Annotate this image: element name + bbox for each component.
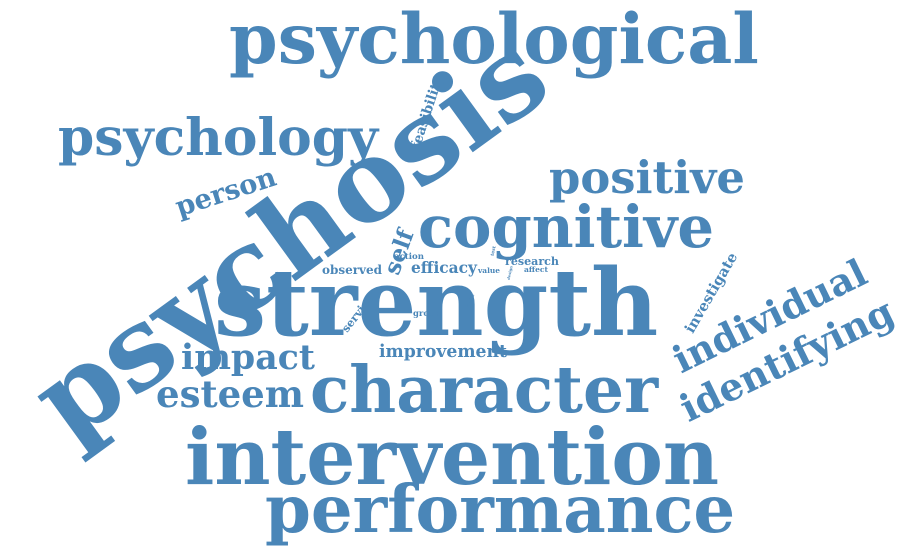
word-improvement: improvement <box>379 341 507 362</box>
word-value: value <box>478 265 501 275</box>
word-positive: positive <box>549 150 745 204</box>
word-affect: affect <box>524 265 548 274</box>
word-strength: strength <box>214 247 659 357</box>
word-cognitive: cognitive <box>418 193 715 261</box>
word-psychology: psychology <box>58 107 379 168</box>
word-efficacy: efficacy <box>411 258 477 277</box>
word-observed: observed <box>322 263 382 277</box>
word-intervention: intervention <box>185 411 720 503</box>
word-research: research <box>505 254 559 268</box>
word-character: character <box>310 351 659 428</box>
word-esteem: esteem <box>156 371 305 416</box>
word-action: action <box>394 251 425 262</box>
word-impact: impact <box>181 336 315 378</box>
word-psychological: psychological <box>229 0 759 80</box>
word-performance: performance <box>265 471 736 548</box>
word-group: group <box>413 308 441 318</box>
